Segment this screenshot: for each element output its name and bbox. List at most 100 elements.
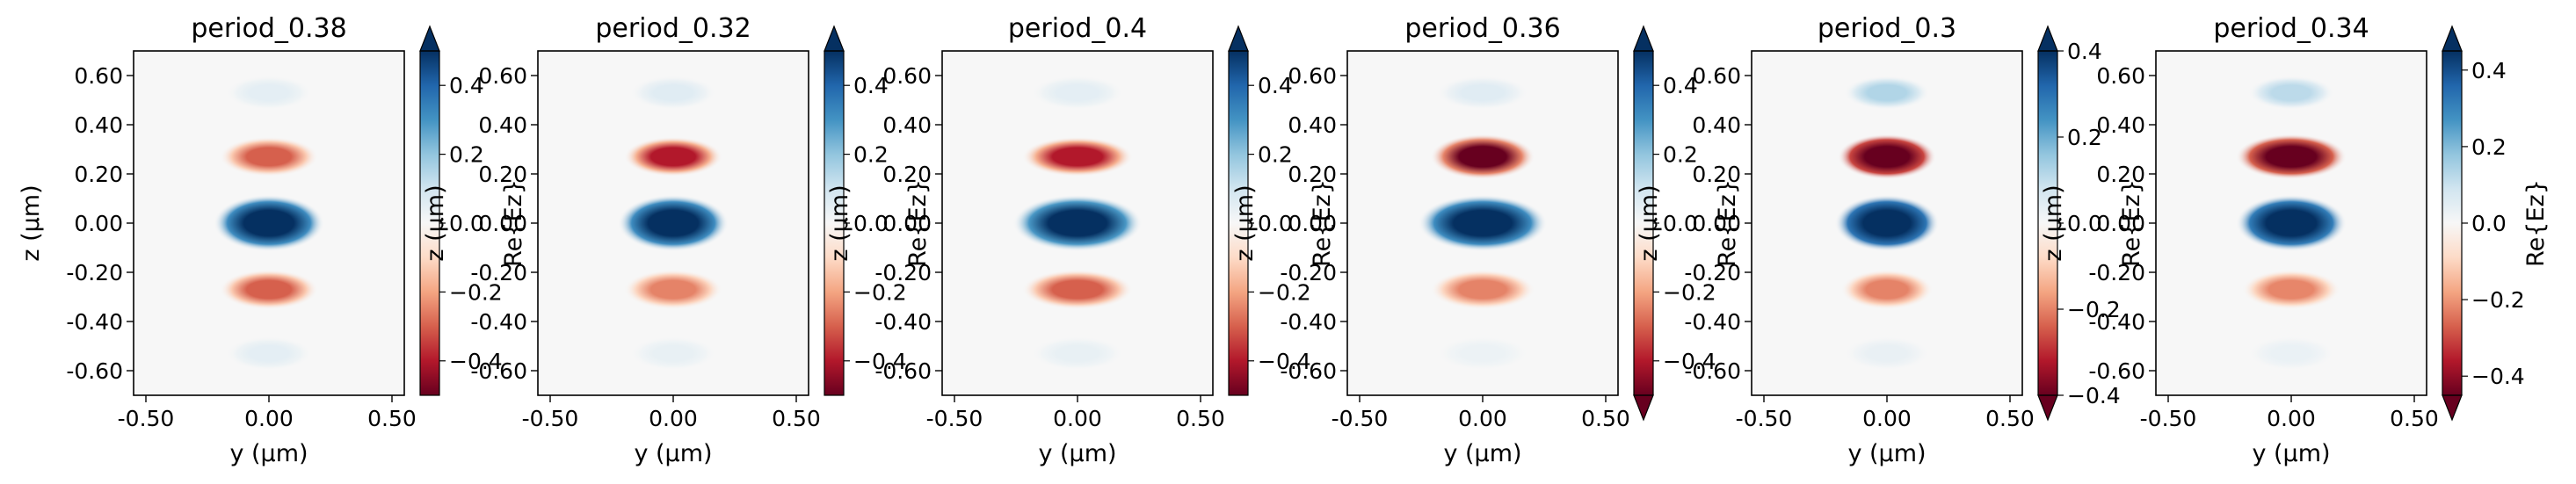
field-lobe: [2236, 134, 2347, 180]
y-axis-label: z (μm): [18, 184, 45, 261]
colorbar-extend-max: [1228, 25, 1249, 52]
y-axis-label: z (μm): [422, 184, 449, 261]
colorbar-label: Re{Ez}: [904, 179, 932, 267]
y-tick-label: 0.60: [2096, 63, 2145, 89]
field-lobe: [2248, 336, 2334, 371]
colorbar-label: Re{Ez}: [2522, 179, 2550, 267]
colorbar-tick-label: 0.0: [1258, 211, 1293, 236]
field-lobe: [1430, 270, 1535, 310]
colorbar-tick-label: 0.0: [1663, 211, 1698, 236]
colorbar-gradient: [824, 51, 844, 395]
y-tick-label: 0.20: [2096, 162, 2145, 187]
y-tick-label: 0.60: [1692, 63, 1741, 89]
panel-title: period_0.36: [1404, 13, 1560, 44]
colorbar-tick-label: 0.2: [853, 142, 889, 168]
colorbar-tick-label: 0.4: [1663, 73, 1698, 98]
colorbar-gradient: [2442, 51, 2462, 395]
field-lobe: [1834, 194, 1940, 252]
y-tick-label: 0.20: [1288, 162, 1337, 187]
colorbar-label: Re{Ez}: [1309, 179, 1336, 267]
x-tick-label: -0.50: [2140, 406, 2197, 431]
y-tick-label: 0.40: [882, 112, 932, 138]
panel-heatmap: [1347, 51, 1618, 395]
y-tick-label: 0.00: [74, 211, 123, 236]
colorbar-tick-label: 0.0: [449, 211, 484, 236]
colorbar-tick-label: 0.4: [2067, 39, 2102, 64]
colorbar-tick-label: 0.4: [449, 73, 484, 98]
y-tick-label: 0.20: [882, 162, 932, 187]
x-tick-label: 0.50: [1985, 406, 2035, 431]
x-axis-label: y (μm): [1443, 440, 1521, 467]
y-tick-label: 0.00: [478, 211, 527, 236]
y-tick-label: 0.60: [882, 63, 932, 89]
field-lobe: [226, 76, 312, 110]
panel-2: period_0.32-0.50 0.00 0.50y (μm)0.600.400.…: [422, 13, 932, 467]
colorbar-extend-max: [2442, 25, 2463, 52]
field-lobe: [1840, 270, 1934, 310]
y-tick-label: -0.60: [1684, 358, 1741, 384]
x-tick-label: 0.00: [244, 406, 294, 431]
colorbar-extend-min: [1633, 394, 1654, 422]
colorbar-tick-label: −0.2: [2471, 287, 2525, 313]
y-tick-label: -0.40: [1684, 309, 1741, 335]
y-tick-label: 0.40: [74, 112, 123, 138]
x-tick-label: -0.50: [1736, 406, 1793, 431]
y-tick-label: 0.40: [478, 112, 527, 138]
field-lobe: [630, 76, 716, 110]
field-lobe: [220, 136, 318, 177]
y-axis-label: z (μm): [1231, 184, 1259, 261]
colorbar-tick-label: −0.2: [2067, 297, 2121, 322]
colorbar-tick-label: 0.0: [2471, 211, 2507, 236]
colorbar: 0.4 0.2 0.0 −0.2 −0.4 Re{Ez}: [2442, 25, 2550, 422]
field-lobe: [1031, 76, 1124, 110]
x-tick-label: 0.00: [2267, 406, 2316, 431]
x-tick-label: -0.50: [118, 406, 175, 431]
field-lobe: [226, 336, 312, 371]
panel-heatmap: [134, 51, 404, 395]
x-tick-label: 0.50: [1581, 406, 1630, 431]
colorbar-extend-max: [824, 25, 845, 52]
colorbar: 0.4 0.2 0.0 −0.2 −0.4 Re{Ez}: [419, 25, 527, 396]
colorbar: 0.4 0.2 0.0 −0.2 −0.4 Re{Ez}: [2037, 25, 2145, 422]
colorbar-label: Re{Ez}: [1714, 179, 1741, 267]
y-tick-label: 0.40: [2096, 112, 2145, 138]
x-tick-label: 0.50: [2390, 406, 2439, 431]
colorbar-extend-max: [2037, 25, 2058, 52]
y-axis-label: z (μm): [2040, 184, 2067, 261]
colorbar-tick-label: 0.0: [2067, 211, 2102, 236]
colorbar-tick-label: −0.4: [2067, 383, 2121, 408]
x-axis-label: y (μm): [1847, 440, 1926, 467]
field-lobe: [618, 194, 729, 252]
y-tick-label: 0.00: [1288, 211, 1337, 236]
colorbar: 0.4 0.2 0.0 −0.2 −0.4 Re{Ez}: [1633, 25, 1741, 422]
panel-title: period_0.34: [2213, 13, 2369, 44]
x-axis-label: y (μm): [634, 440, 712, 467]
field-lobe: [624, 136, 722, 177]
field-lobe: [1022, 270, 1133, 310]
colorbar-tick-label: −0.4: [1258, 349, 1311, 374]
x-tick-label: 0.00: [1458, 406, 1507, 431]
y-tick-label: -0.20: [1280, 260, 1337, 285]
colorbar-tick-label: −0.4: [1663, 349, 1716, 374]
panel-6: period_0.34-0.50 0.00 0.50y (μm)0.600.400.…: [2040, 13, 2550, 467]
colorbar-tick-label: −0.4: [2471, 364, 2525, 389]
field-lobe: [1436, 336, 1529, 371]
x-tick-label: 0.00: [1862, 406, 1912, 431]
panel-title: period_0.4: [1008, 13, 1147, 44]
field-lobe: [1022, 136, 1133, 177]
colorbar-label: Re{Ez}: [500, 179, 527, 267]
x-tick-label: -0.50: [522, 406, 579, 431]
field-lobe: [2248, 76, 2334, 110]
field-lobe: [1430, 134, 1535, 180]
colorbar-gradient: [2038, 51, 2057, 395]
colorbar-tick-label: 0.2: [1258, 142, 1293, 168]
y-tick-label: 0.40: [1692, 112, 1741, 138]
y-tick-label: -0.20: [874, 260, 932, 285]
colorbar-tick-label: 0.2: [2067, 125, 2102, 150]
colorbar: 0.4 0.2 0.0 −0.2 −0.4 Re{Ez}: [1228, 25, 1336, 396]
field-lobe: [1012, 194, 1143, 252]
colorbar-tick-label: 0.2: [449, 142, 484, 168]
colorbar-gradient: [1229, 51, 1248, 395]
y-tick-label: 0.00: [2096, 211, 2145, 236]
field-lobe: [624, 270, 722, 310]
